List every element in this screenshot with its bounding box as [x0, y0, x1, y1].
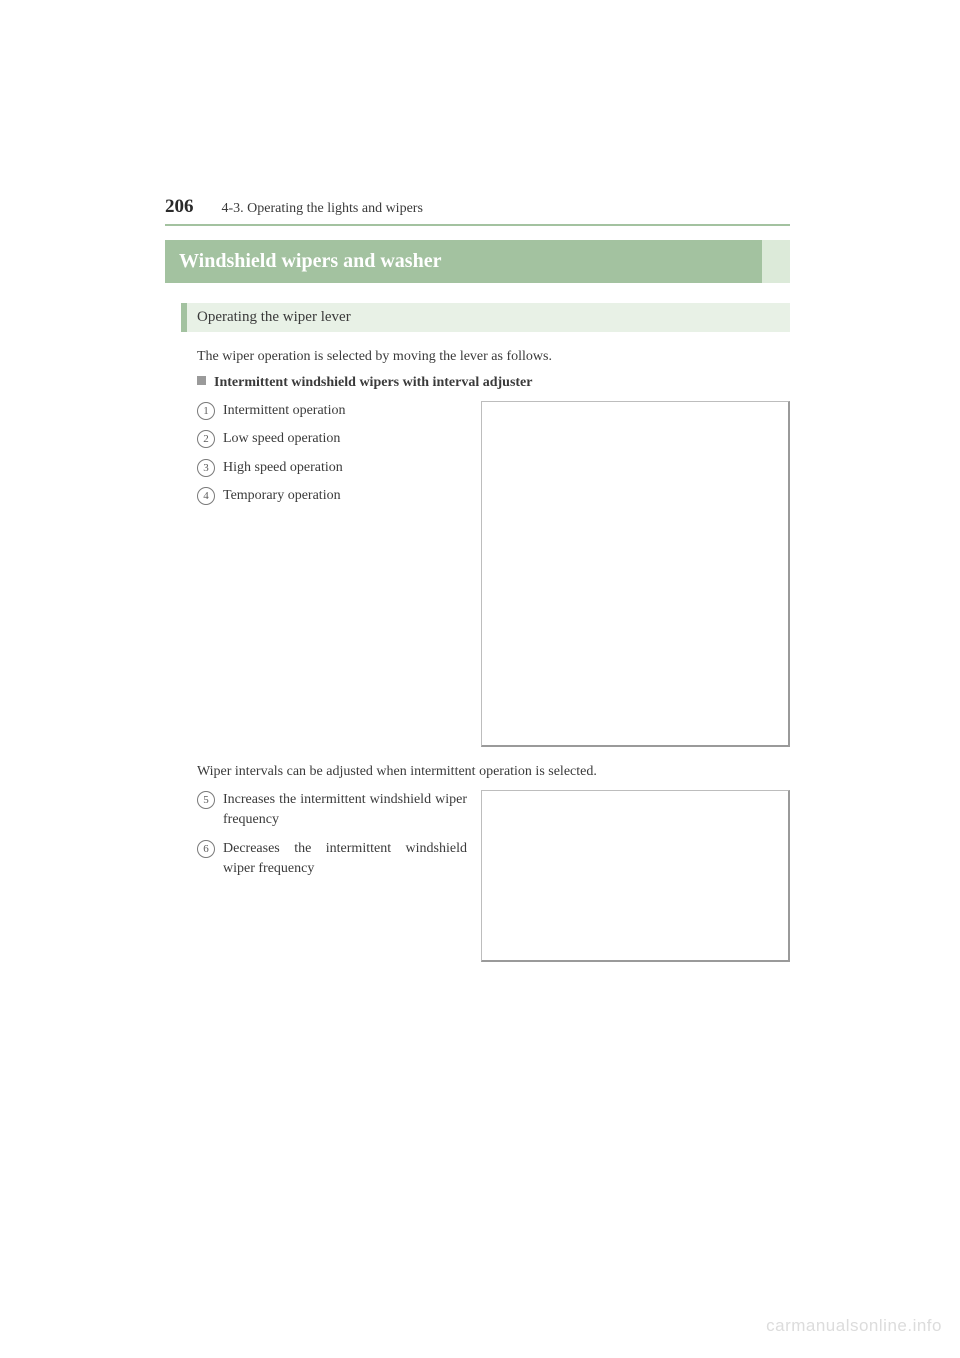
item-text: Increases the intermittent wind­shield w… — [223, 790, 467, 831]
circled-number-icon: 5 — [197, 791, 215, 809]
page-header: 206 4-3. Operating the lights and wipers — [165, 196, 790, 226]
figure-placeholder — [481, 790, 790, 962]
intro-text: The wiper operation is selected by movin… — [197, 346, 790, 367]
list-item: 2 Low speed operation — [197, 429, 467, 449]
mid-text: Wiper intervals can be adjusted when int… — [197, 761, 790, 782]
item-text: Intermittent operation — [223, 401, 467, 421]
title-text: Windshield wipers and washer — [179, 250, 441, 272]
list-item: 1 Intermittent operation — [197, 401, 467, 421]
item-text: Temporary operation — [223, 486, 467, 506]
item-text: Low speed operation — [223, 429, 467, 449]
list-item: 6 Decreases the intermittent wind­shield… — [197, 839, 467, 880]
list-item: 3 High speed operation — [197, 458, 467, 478]
sub-heading-text: Intermittent windshield wipers with inte… — [214, 375, 533, 390]
section-path: 4-3. Operating the lights and wipers — [222, 201, 423, 217]
circled-number-icon: 2 — [197, 430, 215, 448]
list-2: 5 Increases the intermittent wind­shield… — [197, 790, 467, 962]
content-row-2: 5 Increases the intermittent wind­shield… — [197, 790, 790, 962]
item-text: Decreases the intermittent wind­shield w… — [223, 839, 467, 880]
circled-number-icon: 3 — [197, 459, 215, 477]
figure-placeholder — [481, 401, 790, 747]
list-1: 1 Intermittent operation 2 Low speed ope… — [197, 401, 467, 747]
page-number: 206 — [165, 196, 194, 218]
page-title: Windshield wipers and washer — [165, 240, 790, 283]
square-bullet-icon — [197, 376, 206, 385]
watermark: carmanualsonline.info — [766, 1316, 942, 1336]
circled-number-icon: 4 — [197, 487, 215, 505]
sub-heading: Intermittent windshield wipers with inte… — [197, 375, 790, 391]
subsection-heading: Operating the wiper lever — [181, 303, 790, 332]
circled-number-icon: 1 — [197, 402, 215, 420]
list-item: 5 Increases the intermittent wind­shield… — [197, 790, 467, 831]
subsection-text: Operating the wiper lever — [197, 309, 351, 325]
circled-number-icon: 6 — [197, 840, 215, 858]
list-item: 4 Temporary operation — [197, 486, 467, 506]
item-text: High speed operation — [223, 458, 467, 478]
content-row-1: 1 Intermittent operation 2 Low speed ope… — [197, 401, 790, 747]
